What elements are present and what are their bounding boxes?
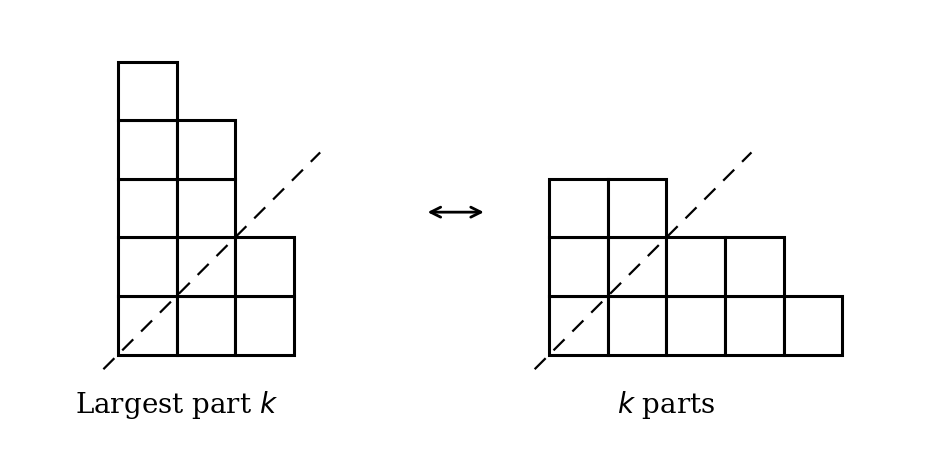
Bar	[784, 296, 842, 354]
Bar	[549, 237, 608, 296]
Bar	[666, 237, 725, 296]
Bar	[177, 120, 235, 179]
Bar	[725, 296, 784, 354]
Bar	[118, 62, 177, 120]
Bar	[177, 237, 235, 296]
Bar	[235, 237, 294, 296]
Bar	[118, 120, 177, 179]
Bar	[177, 296, 235, 354]
Bar	[608, 179, 666, 237]
Bar	[118, 179, 177, 237]
Bar	[118, 296, 177, 354]
Bar	[725, 237, 784, 296]
Bar	[177, 179, 235, 237]
Bar	[608, 296, 666, 354]
Bar	[549, 179, 608, 237]
Bar	[118, 237, 177, 296]
Bar	[549, 296, 608, 354]
Text: Largest part $k$: Largest part $k$	[75, 389, 278, 421]
Bar	[666, 296, 725, 354]
Bar	[235, 296, 294, 354]
Text: $k$ parts: $k$ parts	[617, 389, 716, 421]
Bar	[608, 237, 666, 296]
